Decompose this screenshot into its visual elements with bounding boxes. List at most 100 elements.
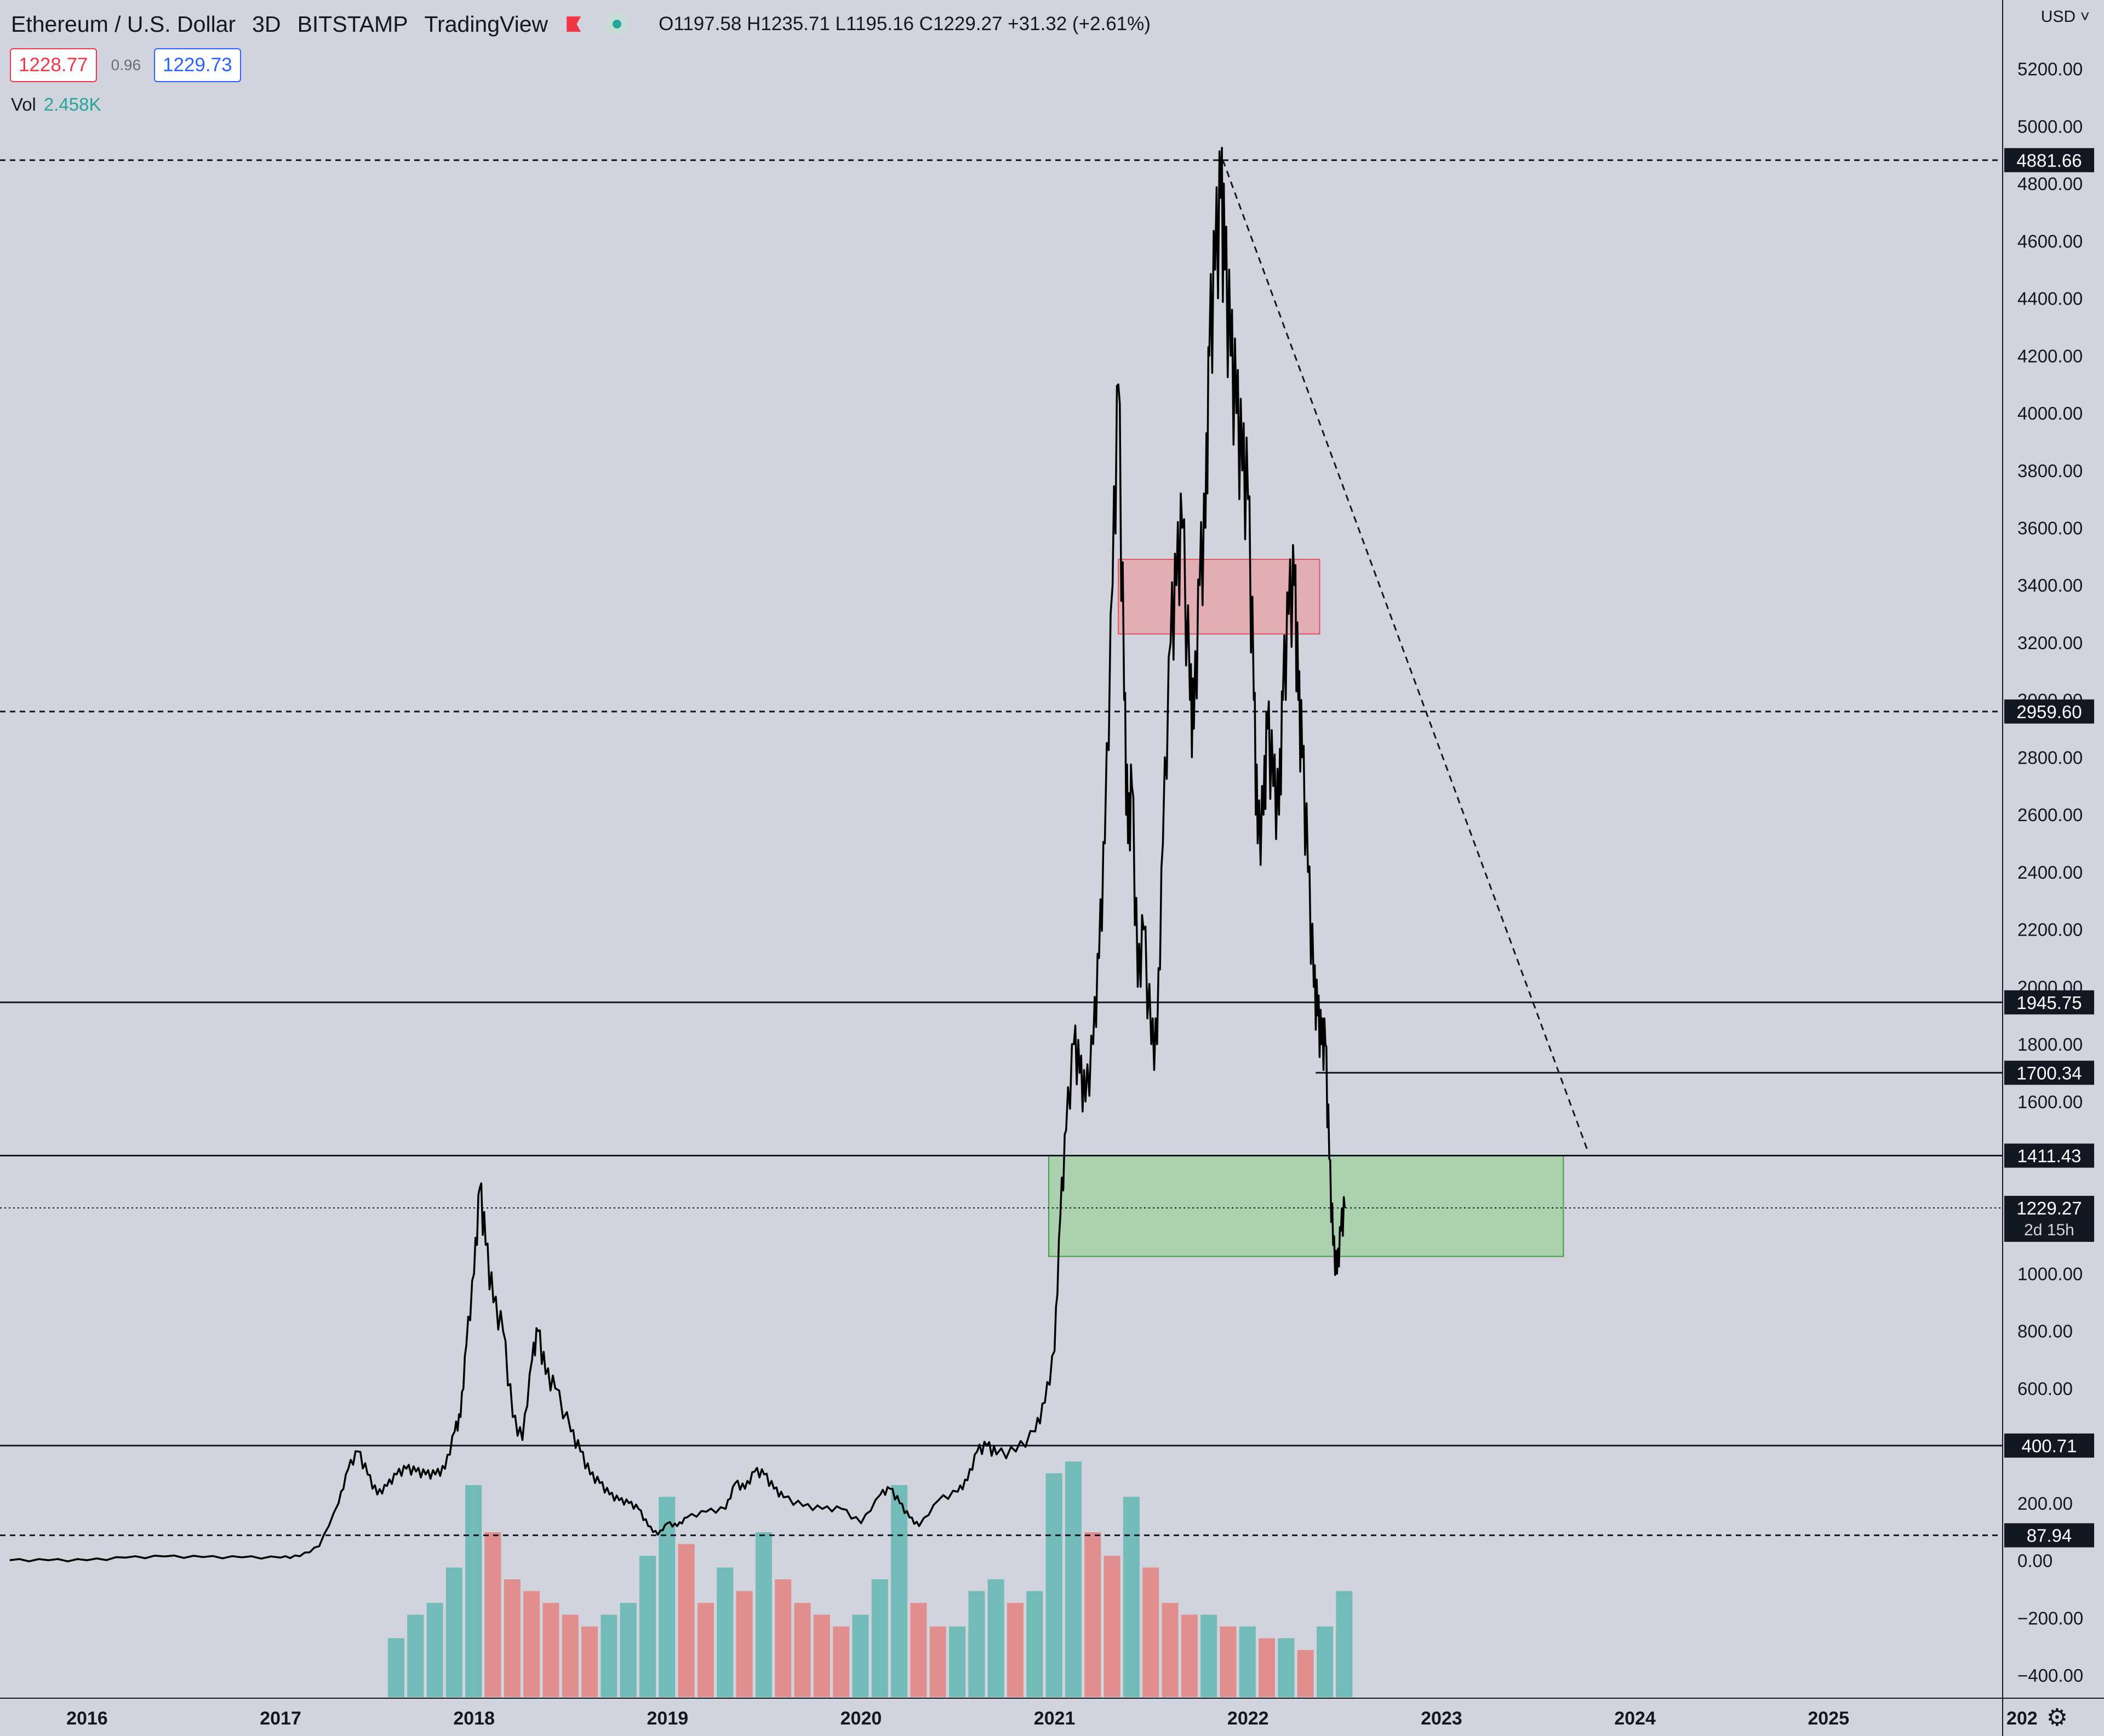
price-label: 1700.34 [2016,1063,2082,1083]
price-label: 400.71 [2022,1436,2077,1456]
volume-bar [407,1614,424,1697]
volume-bar [504,1579,521,1697]
y-tick-label: 600.00 [2017,1378,2073,1399]
x-tick-label: 2022 [1227,1708,1269,1729]
y-tick-label: 800.00 [2017,1321,2073,1342]
volume-bar [755,1532,772,1697]
volume-bar [910,1603,927,1697]
volume-bar [484,1532,501,1697]
y-tick-label: 4200.00 [2017,346,2083,366]
interval-label[interactable]: 3D [252,11,281,37]
volume-value: 2.458K [43,94,101,114]
y-tick-label: 4000.00 [2017,403,2083,423]
horizontal-lines [0,159,2003,1537]
buy-button[interactable]: 1229.73 [154,48,241,82]
countdown-label: 2d 15h [2024,1221,2074,1239]
volume-bar [1026,1591,1043,1697]
y-tick-label: 2800.00 [2017,747,2083,767]
volume-bar [929,1626,946,1697]
volume-bar [852,1614,869,1697]
volume-bar [1200,1614,1217,1697]
brand-label: TradingView [424,11,548,37]
x-tick-label: 2018 [453,1708,495,1729]
y-tick-label: 5000.00 [2017,116,2083,136]
y-tick-label: 1000.00 [2017,1264,2083,1284]
volume-bar [1045,1473,1062,1697]
x-tick-label: 202 [2006,1708,2038,1729]
volume-bar [1104,1556,1120,1697]
volume-bar [387,1638,404,1697]
volume-bars [387,1462,1353,1697]
volume-bar [445,1567,462,1697]
current-price-box [2004,1195,2094,1242]
volume-bar [1084,1532,1101,1697]
volume-bar [542,1603,559,1697]
volume-bar [1259,1638,1276,1697]
y-tick-label: 4800.00 [2017,174,2083,194]
x-tick-label: 2016 [66,1708,108,1729]
support-zone [1048,1155,1564,1257]
price-line [9,146,1346,1562]
symbol-header[interactable]: Ethereum / U.S. Dollar 3D BITSTAMP Tradi… [11,8,1151,41]
market-status-icon[interactable] [606,13,628,35]
symbol-title[interactable]: Ethereum / U.S. Dollar [11,11,236,37]
current-price-label: 1229.27 [2016,1198,2082,1218]
x-tick-label: 2021 [1034,1708,1076,1729]
price-label-box [2004,1061,2094,1085]
y-tick-label: 2600.00 [2017,805,2083,825]
volume-bar [465,1485,482,1697]
volume-bar [1239,1626,1256,1697]
y-tick-label: 4600.00 [2017,231,2083,251]
volume-bar [968,1591,985,1697]
volume-bar [813,1614,830,1697]
volume-bar [678,1544,695,1697]
y-tick-label: 3800.00 [2017,461,2083,481]
price-label: 87.94 [2027,1526,2072,1546]
flag-icon[interactable] [567,16,581,32]
trade-buttons: 1228.77 0.96 1229.73 [10,48,241,82]
volume-bar [639,1556,656,1697]
price-label: 1945.75 [2016,993,2082,1013]
y-tick-label: 1600.00 [2017,1092,2083,1112]
y-tick-label: 3600.00 [2017,518,2083,538]
volume-label: Vol [11,94,36,114]
volume-bar [891,1485,908,1697]
volume-bar [871,1579,888,1697]
volume-bar [426,1603,443,1697]
volume-bar [794,1603,811,1697]
y-tick-label: 2200.00 [2017,920,2083,940]
gear-icon[interactable]: ⚙ [2046,1704,2068,1731]
volume-bar [1142,1567,1159,1697]
volume-bar [601,1614,618,1697]
volume-legend[interactable]: Vol 2.458K [11,94,101,115]
sell-button[interactable]: 1228.77 [10,48,97,82]
volume-bar [736,1591,753,1697]
currency-selector[interactable]: USD ˅ [2040,8,2090,26]
y-tick-label: 3400.00 [2017,575,2083,595]
volume-bar [523,1591,540,1697]
y-tick-label: −400.00 [2017,1665,2083,1686]
spread-value: 0.96 [111,56,141,73]
x-tick-label: 2023 [1421,1708,1462,1729]
volume-bar [987,1579,1004,1697]
price-label: 4881.66 [2016,150,2082,170]
exchange-label: BITSTAMP [297,11,408,37]
volume-bar [1317,1626,1334,1697]
x-tick-label: 2019 [647,1708,689,1729]
y-tick-label: −200.00 [2017,1608,2083,1628]
price-label: 1411.43 [2017,1146,2082,1166]
volume-bar [1007,1603,1024,1697]
x-tick-label: 2020 [841,1708,882,1729]
volume-bar [1278,1638,1295,1697]
price-series [9,146,1346,1562]
volume-bar [1162,1603,1179,1697]
volume-bar [949,1626,966,1697]
y-tick-label: 3200.00 [2017,633,2083,653]
price-label: 2959.60 [2016,702,2082,722]
volume-bar [1220,1626,1237,1697]
volume-bar [562,1614,579,1697]
y-tick-label: 1800.00 [2017,1034,2083,1055]
y-tick-label: 200.00 [2017,1493,2073,1514]
